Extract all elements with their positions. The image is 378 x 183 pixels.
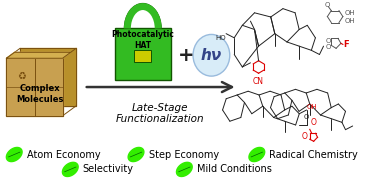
FancyBboxPatch shape [115,29,171,80]
Text: Radical Chemistry: Radical Chemistry [270,150,358,160]
Polygon shape [6,147,22,162]
Text: hν: hν [201,48,222,63]
Text: +: + [178,46,195,65]
Polygon shape [249,147,265,162]
Text: Photocatalytic
HAT: Photocatalytic HAT [112,30,174,50]
Polygon shape [6,52,71,58]
Text: O: O [302,132,308,141]
Text: Functionalization: Functionalization [116,114,204,124]
Text: Late-Stage: Late-Stage [132,103,188,113]
FancyArrowPatch shape [87,82,232,92]
Text: Atom Economy: Atom Economy [27,150,101,160]
Text: O: O [326,44,331,50]
Text: OH: OH [345,10,355,16]
Text: O: O [325,2,330,8]
Text: HO: HO [215,35,226,41]
Text: O: O [311,118,317,127]
Text: O: O [304,115,309,120]
Text: Mild Conditions: Mild Conditions [197,164,272,174]
Text: CN: CN [253,77,264,86]
Polygon shape [128,147,144,162]
Text: ♻: ♻ [17,70,25,81]
Text: F: F [343,40,349,49]
Text: Step Economy: Step Economy [149,150,219,160]
Text: Selectivity: Selectivity [83,164,134,174]
Text: OH: OH [307,104,317,110]
Polygon shape [177,162,192,176]
Polygon shape [62,162,78,176]
Text: O: O [326,38,331,44]
FancyBboxPatch shape [134,50,151,61]
Ellipse shape [193,34,230,76]
Text: OH: OH [345,18,355,24]
Polygon shape [6,58,62,116]
Text: Complex
Molecules: Complex Molecules [16,84,64,104]
Polygon shape [20,48,76,106]
